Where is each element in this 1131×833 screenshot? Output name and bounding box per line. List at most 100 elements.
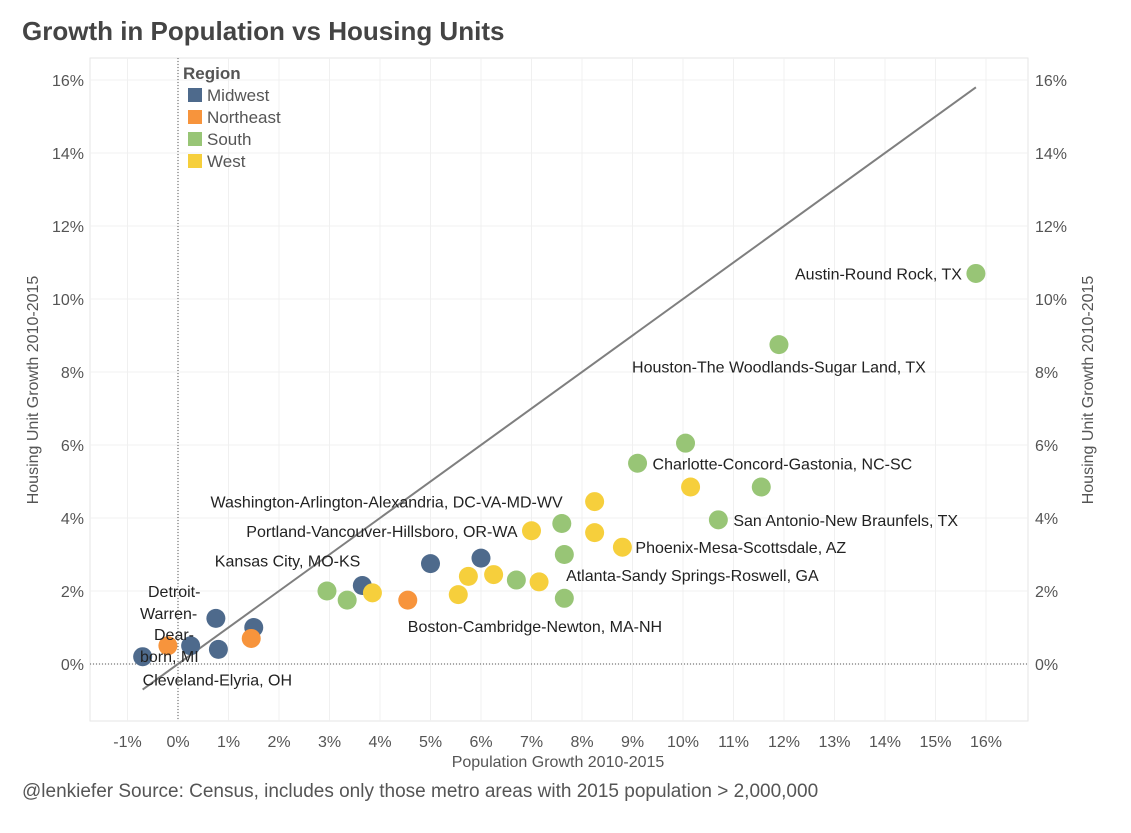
y-axis-title-left: Housing Unit Growth 2010-2015 — [25, 276, 42, 505]
y-tick-label-left: 12% — [52, 219, 84, 236]
x-tick-label: 13% — [818, 734, 850, 751]
data-point — [751, 477, 771, 497]
x-axis-title: Population Growth 2010-2015 — [452, 754, 665, 771]
data-point — [398, 590, 418, 610]
data-point — [612, 537, 632, 557]
y-axis-title-right: Housing Unit Growth 2010-2015 — [1080, 276, 1097, 505]
reference-line — [142, 86, 977, 691]
x-tick-label: 5% — [419, 734, 442, 751]
y-tick-label-right: 12% — [1035, 219, 1067, 236]
data-point — [769, 335, 789, 355]
data-point — [133, 647, 153, 667]
x-tick-label: 16% — [970, 734, 1002, 751]
data-point — [529, 572, 549, 592]
data-point — [585, 492, 605, 512]
data-point — [708, 510, 728, 530]
data-point — [337, 590, 357, 610]
y-tick-label-left: 4% — [61, 511, 84, 528]
point-label: Phoenix-Mesa-Scottsdale, AZ — [635, 540, 846, 557]
x-tick-label: 2% — [267, 734, 290, 751]
data-point — [317, 581, 337, 601]
legend-swatch — [188, 88, 202, 102]
point-label: Atlanta-Sandy Springs-Roswell, GA — [566, 568, 819, 585]
x-tick-label: 0% — [166, 734, 189, 751]
data-point — [458, 566, 478, 586]
data-point — [362, 583, 382, 603]
y-tick-label-right: 4% — [1035, 511, 1058, 528]
data-point — [471, 548, 491, 568]
x-axis-ticks: -1% 0% 1% 2% 3% 4% 5% 6% 7% 8% 9% 10% 11% 12% 13% 14% 15… — [113, 734, 1002, 751]
y-tick-label-left: 14% — [52, 146, 84, 163]
x-tick-label: 9% — [621, 734, 644, 751]
point-label: Boston-Cambridge-Newton, MA-NH — [408, 619, 662, 636]
x-tick-label: 4% — [368, 734, 391, 751]
data-point — [158, 636, 178, 656]
data-point — [181, 636, 201, 656]
data-point — [484, 565, 504, 585]
data-point — [628, 453, 648, 473]
data-point — [585, 523, 605, 543]
y-tick-label-right: 6% — [1035, 438, 1058, 455]
source-note: @lenkiefer Source: Census, includes only… — [22, 781, 819, 802]
reference-line-group — [142, 86, 977, 691]
y-tick-label-right: 14% — [1035, 146, 1067, 163]
x-tick-label: -1% — [113, 734, 141, 751]
data-point — [506, 570, 526, 590]
data-point — [208, 639, 228, 659]
legend-title: Region — [183, 64, 241, 83]
point-label: Houston-The Woodlands-Sugar Land, TX — [632, 360, 926, 377]
y-tick-label-left: 2% — [61, 584, 84, 601]
chart-title: Growth in Population vs Housing Units — [22, 16, 505, 46]
point-label: Austin-Round Rock, TX — [795, 266, 962, 283]
point-label: San Antonio-New Braunfels, TX — [733, 513, 958, 530]
y-tick-label-left: 16% — [52, 73, 84, 90]
x-tick-label: 15% — [919, 734, 951, 751]
data-point — [522, 521, 541, 541]
y-tick-label-right: 16% — [1035, 73, 1067, 90]
y-tick-label-left: 0% — [61, 657, 84, 674]
data-point — [554, 588, 574, 608]
legend-label: Midwest — [207, 86, 270, 105]
data-point — [966, 263, 986, 283]
y-tick-label-right: 10% — [1035, 292, 1067, 309]
y-tick-label-left: 10% — [52, 292, 84, 309]
data-point — [681, 477, 701, 497]
data-point — [206, 608, 226, 628]
y-tick-label-left: 8% — [61, 365, 84, 382]
y-tick-label-right: 8% — [1035, 365, 1058, 382]
plot-frame — [89, 57, 1029, 722]
data-point — [448, 585, 468, 605]
x-tick-label: 14% — [869, 734, 901, 751]
x-tick-label: 6% — [469, 734, 492, 751]
zero-lines — [90, 58, 1028, 721]
point-labels: Austin-Round Rock, TX Houston-The Woodlan… — [140, 266, 962, 689]
data-point — [421, 554, 440, 574]
data-point — [552, 513, 572, 533]
x-tick-label: 12% — [768, 734, 800, 751]
point-label: Kansas City, MO-KS — [215, 554, 361, 571]
y-tick-label-right: 2% — [1035, 584, 1058, 601]
point-label: Cleveland-Elyria, OH — [143, 673, 292, 690]
point-label: Portland-Vancouver-Hillsboro, OR-WA — [246, 524, 518, 541]
x-tick-label: 8% — [570, 734, 593, 751]
legend-label: West — [207, 152, 246, 171]
legend-swatch — [188, 154, 202, 168]
x-tick-label: 11% — [718, 734, 749, 751]
legend-swatch — [188, 132, 202, 146]
x-tick-label: 7% — [520, 734, 543, 751]
x-tick-label: 10% — [667, 734, 699, 751]
legend-label: Northeast — [207, 108, 281, 127]
legend: Region Midwest Northeast South West — [183, 64, 281, 171]
y-axis-ticks: 0% 0% 2% 2% 4% 4% 6% 6% 8% 8% 10% 10% 12% 12% 14% 14% 16… — [52, 73, 1067, 674]
data-points — [133, 263, 986, 667]
point-label: Charlotte-Concord-Gastonia, NC-SC — [653, 456, 913, 473]
legend-label: South — [207, 130, 251, 149]
point-label: Detroit-Warren-Dear-born, MI — [140, 584, 200, 666]
legend-swatch — [188, 110, 202, 124]
y-tick-label-right: 0% — [1035, 657, 1058, 674]
point-label: Washington-Arlington-Alexandria, DC-VA-M… — [211, 495, 563, 512]
data-point — [241, 628, 261, 648]
x-tick-label: 3% — [318, 734, 341, 751]
y-tick-label-left: 6% — [61, 438, 84, 455]
